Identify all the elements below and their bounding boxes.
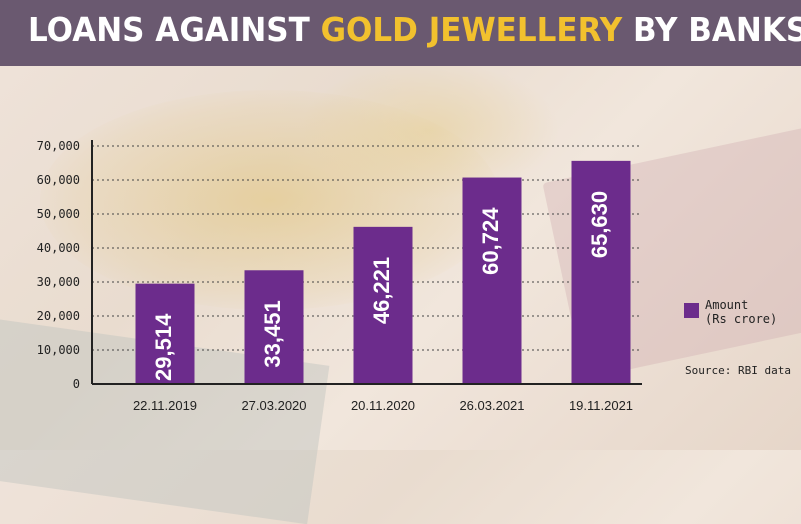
bar-data-label: 60,724 — [478, 207, 503, 275]
x-tick-label: 22.11.2019 — [133, 398, 197, 413]
bar-data-label: 33,451 — [260, 300, 285, 367]
y-tick-label: 20,000 — [37, 309, 80, 323]
bar-data-label: 65,630 — [587, 191, 612, 258]
y-tick-label: 40,000 — [37, 241, 80, 255]
bar — [571, 160, 631, 384]
bar — [462, 177, 522, 384]
legend-label-line-2: (Rs crore) — [705, 312, 778, 326]
title-banner: LOANS AGAINST GOLD JEWELLERY BY BANKS — [0, 0, 801, 66]
x-tick-label: 26.03.2021 — [459, 398, 524, 413]
y-tick-label: 50,000 — [37, 207, 80, 221]
x-axis-ticks: 22.11.2019 27.03.2020 20.11.2020 26.03.2021… — [133, 398, 633, 413]
x-tick-label: 20.11.2020 — [351, 398, 415, 413]
source-note: Source: RBI data — [685, 364, 791, 377]
chart-title: LOANS AGAINST GOLD JEWELLERY BY BANKS — [28, 10, 801, 49]
y-tick-label: 30,000 — [37, 275, 80, 289]
legend-swatch — [684, 303, 699, 318]
bar — [244, 270, 304, 384]
legend: Amount (Rs crore) — [684, 298, 777, 326]
y-tick-label: 70,000 — [37, 139, 80, 153]
y-tick-label: 10,000 — [37, 343, 80, 357]
legend-label-line-1: Amount — [705, 298, 749, 312]
title-part-2: BY BANKS — [622, 10, 801, 49]
y-tick-label: 60,000 — [37, 173, 80, 187]
x-tick-label: 27.03.2020 — [241, 398, 306, 413]
x-tick-label: 19.11.2021 — [569, 398, 633, 413]
legend-label: Amount (Rs crore) — [705, 298, 777, 326]
bar — [353, 226, 413, 384]
title-part-1: LOANS AGAINST — [28, 10, 321, 49]
y-tick-label: 0 — [73, 377, 80, 391]
bar — [135, 283, 195, 384]
y-axis-ticks: 0 10,000 20,000 30,000 40,000 50,000 60,000 70,… — [37, 139, 80, 391]
bars: 29,514 33,451 46,221 60,724 65,630 — [135, 160, 631, 384]
title-highlight: GOLD JEWELLERY — [320, 10, 623, 49]
bar-data-label: 29,514 — [151, 313, 176, 381]
bar-chart: 0 10,000 20,000 30,000 40,000 50,000 60,000 70,… — [37, 139, 642, 413]
bar-data-label: 46,221 — [369, 257, 394, 324]
